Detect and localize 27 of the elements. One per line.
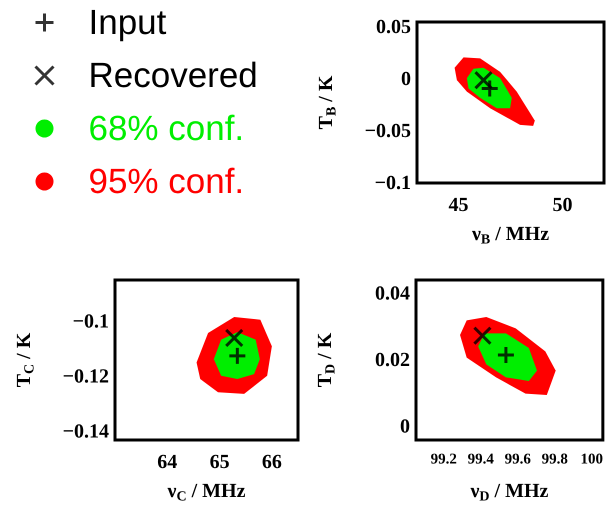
x-tick-label: 99.6 (504, 452, 532, 468)
y-tick-label: −0.14 (62, 420, 109, 443)
y-tick-label: −0.05 (364, 120, 411, 142)
y-tick-label: 0 (401, 68, 411, 90)
x-tick-label: 64 (157, 451, 178, 473)
x-tick-label: 66 (262, 451, 282, 473)
x-tick-label: 65 (210, 451, 230, 473)
y-tick-label: −0.12 (62, 366, 109, 388)
legend-label: Input (88, 3, 167, 42)
x-tick-label: 99.2 (430, 452, 457, 468)
x-tick-label: 50 (552, 194, 572, 216)
x-tick-label: 45 (448, 194, 469, 216)
legend-label: 68% conf. (88, 109, 244, 148)
x-tick-label: 99.4 (468, 452, 494, 468)
y-tick-label: 0.04 (375, 282, 410, 304)
legend-label: 95% conf. (88, 162, 244, 201)
y-axis-title: TD / K (314, 332, 338, 388)
y-tick-label: 0 (400, 416, 410, 438)
y-tick-label: 0.05 (376, 16, 411, 38)
y-tick-label: −0.1 (374, 172, 411, 194)
legend-label: Recovered (88, 56, 258, 95)
y-axis-title: TB / K (315, 75, 340, 130)
x-tick-label: 99.8 (542, 452, 568, 468)
x-tick-label: 100 (580, 452, 603, 468)
y-tick-label: 0.02 (375, 349, 410, 371)
y-axis-title: TC / K (13, 332, 38, 388)
y-tick-label: −0.1 (72, 310, 109, 332)
